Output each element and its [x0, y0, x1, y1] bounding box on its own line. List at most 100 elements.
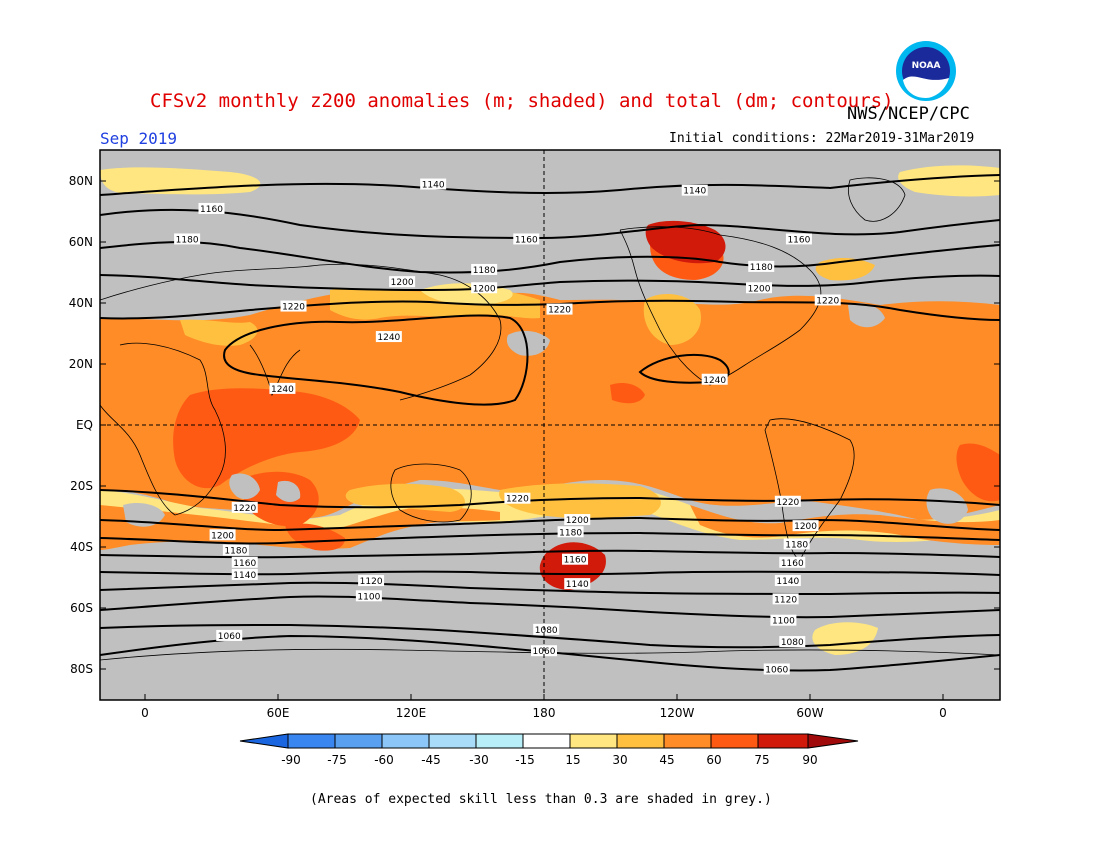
contour-label-box [562, 553, 589, 565]
colorbar-label: -60 [374, 753, 394, 767]
contour-label: 1120 [774, 595, 797, 605]
coast-africa [100, 342, 226, 516]
contour-label: 1180 [750, 263, 773, 273]
contour-label: 1160 [781, 559, 804, 569]
lon-label-0-east: 0 [939, 706, 947, 720]
contour-label: 1100 [772, 617, 795, 627]
anomaly-75-90-sp [539, 542, 606, 590]
agency-label: NWS/NCEP/CPC [847, 104, 970, 124]
contour-label-box [770, 614, 797, 626]
anomaly-60-75-indian [240, 471, 319, 527]
lon-label-120w: 120W [660, 706, 695, 720]
lat-label-40s: 40S [70, 540, 93, 554]
contour-label-box [772, 593, 799, 605]
contour-label-box [209, 529, 236, 541]
figure-title: CFSv2 monthly z200 anomalies (m; shaded)… [150, 90, 894, 112]
contour-label: 1120 [360, 577, 383, 587]
colorbar-labels: -90 -75 -60 -45 -30 -15 15 30 45 60 75 9… [281, 753, 817, 767]
colorbar-seg-neutral [522, 733, 571, 749]
contour-label: 1220 [548, 306, 571, 316]
contour-label-box [174, 233, 201, 245]
forecast-month: Sep 2019 [100, 129, 178, 148]
contour-label-box [216, 629, 243, 641]
contour-1160-n [100, 208, 1000, 240]
colorbar-label: 60 [706, 753, 721, 767]
anomaly-30-45-na-west [643, 294, 701, 345]
colorbar-label: -15 [515, 753, 535, 767]
colorbar-label: 45 [659, 753, 674, 767]
contour-label-box [701, 373, 728, 385]
contour-label-box [358, 575, 385, 587]
contour-label: 1240 [377, 333, 400, 343]
contour-label: 1200 [794, 522, 817, 532]
contour-1240-amer [638, 353, 730, 384]
contour-label-box [681, 184, 708, 196]
contour-label-box [557, 526, 584, 538]
contour-label-box [280, 300, 307, 312]
noaa-logo-text: NOAA [912, 61, 941, 71]
contour-1200-n [100, 274, 1000, 292]
colorbar-seg-neg45 [428, 733, 477, 749]
colorbar-seg-neg75 [334, 733, 383, 749]
contour-1240-asia [223, 314, 529, 406]
contour-label-box [513, 233, 540, 245]
contour-label-box [389, 276, 416, 288]
colorbar-label: 15 [565, 753, 580, 767]
contour-1200-s [100, 516, 1000, 532]
colorbar-seg-60 [710, 733, 759, 749]
contour-label-box [222, 544, 249, 556]
contour-label: 1200 [566, 516, 589, 526]
contour-label: 1240 [703, 376, 726, 386]
skill-grey-sa [926, 488, 968, 524]
skill-grey-pacific [506, 330, 550, 356]
colorbar-seg-30 [616, 733, 665, 749]
skill-grey-africa [229, 473, 260, 500]
contour-label: 1160 [233, 559, 256, 569]
coast-sa [764, 418, 855, 561]
contour-1140-s [100, 570, 1000, 576]
contour-label-box [546, 303, 573, 315]
lon-labels: 0 60E 120E 180 120W 60W 0 [141, 706, 947, 720]
contour-label-box [763, 663, 790, 675]
contour-label-box [198, 202, 225, 214]
colorbar-label: -30 [469, 753, 489, 767]
contour-label: 1080 [781, 638, 804, 648]
contour-label-box [533, 623, 560, 635]
lon-ticks [144, 694, 944, 700]
contour-label: 1220 [233, 504, 256, 514]
contour-label-box [792, 520, 819, 532]
lat-ticks [100, 180, 1000, 670]
lon-label-0-west: 0 [141, 706, 149, 720]
lat-label-20s: 20S [70, 479, 93, 493]
contour-1140-n [100, 174, 1000, 196]
contour-label-box [471, 263, 498, 275]
contour-label-box [814, 294, 841, 306]
contour-label: 1220 [282, 303, 305, 313]
contour-1180-s [100, 531, 1000, 545]
contour-label-box [231, 556, 258, 568]
coast-australia [390, 463, 472, 523]
colorbar-seg-neg30 [475, 733, 524, 749]
contour-label: 1100 [357, 592, 380, 602]
contour-label: 1220 [776, 498, 799, 508]
contour-label: 1060 [218, 632, 241, 642]
contour-label: 1180 [785, 540, 808, 550]
contour-1100-s [100, 595, 1000, 619]
noaa-logo-icon: NOAA [896, 41, 956, 101]
lon-label-60e: 60E [267, 706, 290, 720]
contour-label: 1240 [271, 385, 294, 395]
contour-label-box [355, 590, 382, 602]
contour-label-box [774, 575, 801, 587]
colorbar-label: 30 [612, 753, 627, 767]
lon-label-180: 180 [533, 706, 556, 720]
anomaly-30-45-sp [499, 483, 661, 519]
anomaly-60-75-tropic [610, 383, 645, 404]
skill-grey-aus [276, 480, 301, 502]
lat-label-eq: EQ [76, 418, 93, 432]
colorbar-arrow-left [239, 733, 289, 749]
contour-1160-s [100, 549, 1000, 559]
colorbar: -90 -75 -60 -45 -30 -15 15 30 45 60 75 9… [239, 733, 859, 767]
coast-india [249, 344, 301, 397]
lon-label-60w: 60W [796, 706, 823, 720]
contour-label: 1180 [559, 528, 582, 538]
